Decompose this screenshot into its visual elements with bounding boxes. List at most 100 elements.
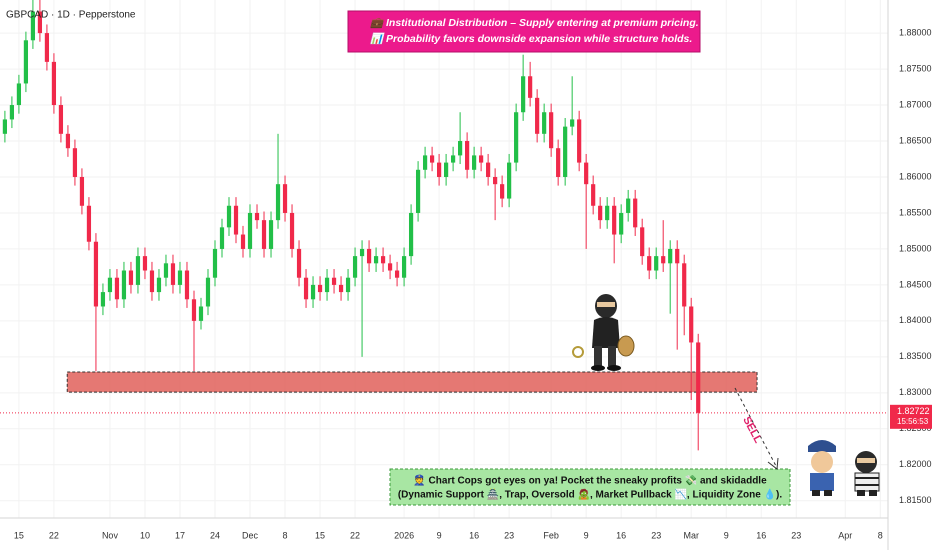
candle-body — [626, 198, 631, 213]
x-tick-label: 22 — [49, 530, 59, 540]
x-tick-label: 9 — [584, 530, 589, 540]
candle-body — [338, 284, 344, 293]
candle-body — [689, 306, 694, 343]
candle-body — [556, 148, 561, 177]
candle-body — [429, 155, 435, 163]
candle-body — [79, 176, 85, 206]
candle-body — [682, 263, 687, 307]
candle-body — [135, 256, 141, 285]
candle-body — [58, 105, 64, 134]
axes: 1.815001.820001.825001.830001.835001.840… — [14, 27, 932, 540]
x-tick-label: Mar — [683, 530, 699, 540]
candle-body — [100, 292, 106, 307]
candle-body — [233, 205, 239, 235]
y-tick-label: 1.86500 — [899, 135, 932, 145]
x-tick-label: 23 — [504, 530, 514, 540]
candle-body — [261, 220, 267, 249]
candle-body — [605, 205, 610, 221]
x-tick-label: 8 — [878, 530, 883, 540]
candle-body — [163, 263, 169, 278]
candle-body — [9, 105, 15, 120]
candle-body — [324, 277, 330, 293]
x-tick-label: 15 — [315, 530, 325, 540]
candle-body — [247, 212, 253, 249]
x-tick-label: 16 — [616, 530, 626, 540]
candle-body — [598, 205, 603, 221]
candle-body — [121, 270, 127, 300]
candle-body — [149, 270, 155, 293]
candle-body — [640, 227, 645, 257]
y-tick-label: 1.83500 — [899, 351, 932, 361]
supply-zone — [66, 371, 758, 393]
candles — [2, 0, 701, 451]
candle-body — [647, 256, 652, 271]
x-tick-label: 16 — [756, 530, 766, 540]
x-tick-label: Feb — [543, 530, 559, 540]
candle-body — [387, 263, 393, 271]
candle-body — [72, 148, 78, 177]
candle-body — [128, 270, 134, 285]
candle-body — [205, 277, 211, 307]
robber-illustration — [854, 451, 880, 496]
candle-body — [51, 61, 57, 106]
candle-body — [591, 184, 596, 206]
y-tick-label: 1.82000 — [899, 459, 932, 469]
candle-body — [191, 299, 197, 321]
candle-body — [366, 248, 372, 264]
candle-body — [16, 83, 22, 106]
candle-body — [528, 76, 533, 98]
x-tick-label: Dec — [242, 530, 259, 540]
candle-body — [156, 277, 162, 293]
chart-title: GBPCAD · 1D · Pepperstone — [6, 10, 136, 21]
x-tick-label: 8 — [283, 530, 288, 540]
candle-body — [331, 277, 337, 285]
candle-body — [444, 162, 449, 177]
last-price-tag — [890, 404, 932, 429]
candle-body — [303, 277, 309, 300]
candle-body — [563, 126, 568, 177]
candle-body — [633, 198, 638, 228]
candle-body — [30, 11, 36, 41]
candle-body — [507, 162, 512, 199]
x-tick-label: 23 — [651, 530, 661, 540]
note-line: 👮 Chart Cops got eyes on ya! Pocket the … — [413, 474, 767, 487]
y-tick-label: 1.87000 — [899, 99, 932, 109]
note-line: (Dynamic Support 🏯, Trap, Oversold 🧟, Ma… — [398, 488, 783, 501]
candle-body — [65, 133, 71, 149]
candle-body — [345, 277, 351, 293]
y-tick-label: 1.87500 — [899, 63, 932, 73]
candle-body — [570, 119, 575, 127]
x-tick-label: 16 — [469, 530, 479, 540]
x-tick-label: 2026 — [394, 530, 414, 540]
y-tick-label: 1.85000 — [899, 243, 932, 253]
banner-line: 📊 Probability favors downside expansion … — [370, 32, 692, 45]
candle-body — [282, 184, 288, 213]
candle-body — [37, 11, 43, 34]
candle-body — [619, 212, 624, 235]
candle-body — [93, 241, 99, 307]
candle-body — [44, 33, 50, 62]
y-tick-label: 1.88000 — [899, 27, 932, 37]
candle-body — [668, 248, 673, 264]
note-box — [389, 468, 791, 506]
y-tick-label: 1.86000 — [899, 171, 932, 181]
last-price-label: 1.82722 — [897, 406, 930, 416]
y-tick-label: 1.83000 — [899, 387, 932, 397]
candle-body — [310, 284, 316, 300]
candle-body — [107, 277, 113, 293]
candle-body — [352, 256, 358, 278]
x-tick-label: 9 — [724, 530, 729, 540]
candle-body — [521, 76, 526, 113]
candle-body — [114, 277, 120, 300]
candle-body — [254, 212, 260, 221]
thief-illustration — [572, 294, 635, 371]
candle-body — [500, 184, 505, 199]
cop-illustration — [808, 440, 836, 496]
x-tick-label: 17 — [175, 530, 185, 540]
candle-body — [422, 155, 428, 170]
candle-body — [212, 248, 218, 278]
x-tick-label: 22 — [350, 530, 360, 540]
